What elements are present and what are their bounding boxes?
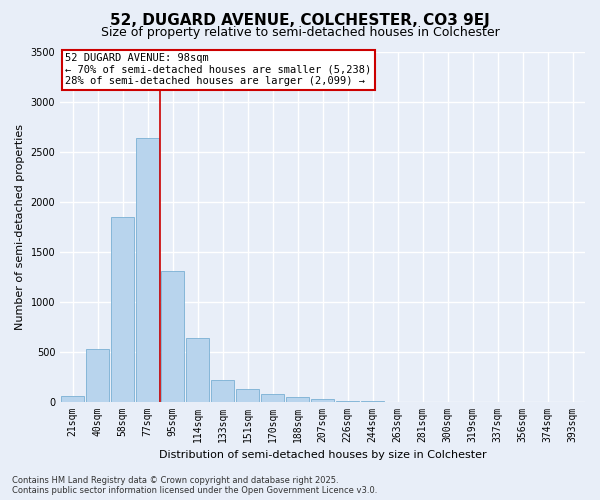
Bar — [361, 401, 384, 402]
X-axis label: Distribution of semi-detached houses by size in Colchester: Distribution of semi-detached houses by … — [159, 450, 487, 460]
Bar — [86, 348, 109, 402]
Bar — [186, 338, 209, 402]
Bar — [286, 397, 309, 402]
Bar — [336, 400, 359, 402]
Text: 52 DUGARD AVENUE: 98sqm
← 70% of semi-detached houses are smaller (5,238)
28% of: 52 DUGARD AVENUE: 98sqm ← 70% of semi-de… — [65, 54, 371, 86]
Bar — [61, 396, 84, 402]
Text: Contains HM Land Registry data © Crown copyright and database right 2025.
Contai: Contains HM Land Registry data © Crown c… — [12, 476, 377, 495]
Bar — [136, 138, 159, 402]
Bar — [311, 398, 334, 402]
Text: Size of property relative to semi-detached houses in Colchester: Size of property relative to semi-detach… — [101, 26, 499, 39]
Bar — [211, 380, 234, 402]
Bar — [236, 388, 259, 402]
Bar — [261, 394, 284, 402]
Bar — [161, 270, 184, 402]
Bar — [111, 216, 134, 402]
Y-axis label: Number of semi-detached properties: Number of semi-detached properties — [15, 124, 25, 330]
Text: 52, DUGARD AVENUE, COLCHESTER, CO3 9EJ: 52, DUGARD AVENUE, COLCHESTER, CO3 9EJ — [110, 12, 490, 28]
